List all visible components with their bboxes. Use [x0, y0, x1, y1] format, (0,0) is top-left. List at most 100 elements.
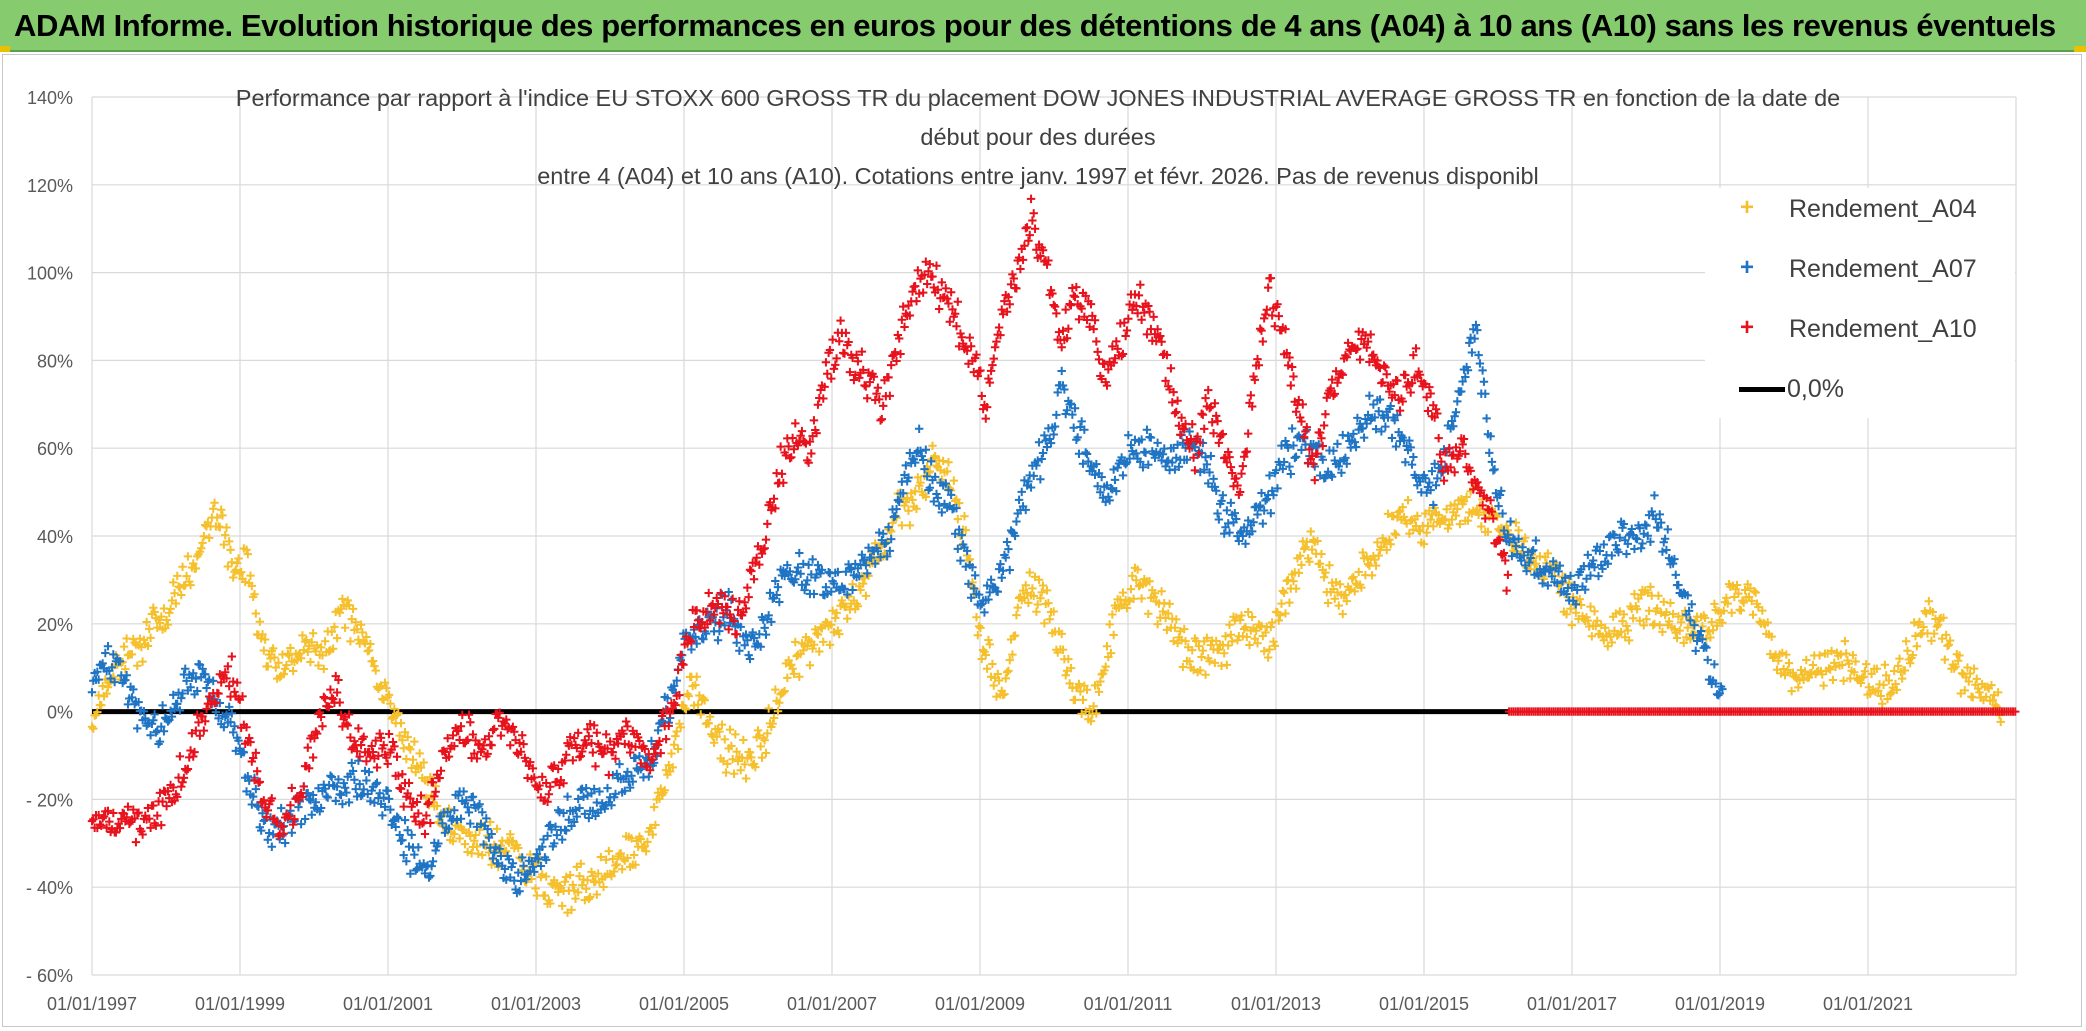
a07-point-228 [391, 822, 400, 832]
a04-point-695 [1013, 603, 1022, 612]
a10-point-705 [1026, 194, 1036, 204]
a04-point-1024 [1451, 511, 1461, 520]
a07-point-260 [434, 839, 443, 848]
a07-point-938 [1337, 468, 1346, 477]
a07-point-497 [749, 633, 759, 643]
a07-point-548 [817, 565, 827, 575]
a04-point-398 [617, 865, 627, 874]
a04-point-1306 [1827, 646, 1836, 656]
a10-point-950 [1353, 344, 1362, 353]
a04-point-7 [97, 701, 106, 710]
a10-point-143 [278, 822, 287, 832]
a04-point-561 [835, 629, 844, 639]
a07-point-921 [1314, 440, 1323, 449]
a07-point-943 [1343, 431, 1353, 441]
a04-point-407 [629, 850, 639, 860]
a10-point-504 [759, 545, 768, 554]
x-tick-label-1: 01/01/1999 [195, 994, 285, 1014]
a07-point-536 [801, 580, 811, 589]
a04-point-577 [856, 585, 865, 595]
a07-point-1069 [1511, 541, 1521, 551]
a04-point-1415 [1972, 674, 1981, 684]
a10-point-875 [1253, 354, 1262, 364]
a07-point-551 [821, 583, 831, 592]
a04-point-111 [235, 569, 245, 578]
a10-point-912 [1302, 422, 1311, 432]
a07-point-947 [1349, 429, 1358, 439]
y-tick-label-5: 40% [37, 527, 73, 547]
a04-point-516 [775, 698, 784, 708]
a10-point-557 [829, 364, 839, 374]
y-tick-label-3: 80% [37, 351, 73, 371]
a07-point-39 [139, 707, 149, 716]
a04-point-885 [1266, 622, 1276, 632]
a10-point-239 [406, 794, 415, 803]
a07-point-884 [1265, 471, 1274, 480]
a10-point-653 [957, 333, 966, 342]
a04-point-193 [344, 600, 354, 610]
a10-point-803 [1157, 337, 1166, 346]
a07-point-370 [580, 809, 590, 819]
a10-point-281 [462, 736, 471, 746]
a07-point-459 [699, 634, 708, 644]
a07-point-294 [479, 840, 488, 849]
a07-point-837 [1202, 460, 1212, 469]
a10-point-528 [791, 419, 800, 428]
a10-point-148 [284, 812, 294, 821]
a10-point-267 [443, 734, 452, 743]
a10-point-1027 [1455, 447, 1465, 456]
a04-point-230 [394, 708, 403, 718]
a04-point-1170 [1646, 582, 1655, 592]
a10-point-556 [828, 335, 837, 344]
a10-point-650 [953, 297, 962, 306]
a10-point-200 [354, 724, 363, 733]
a07-point-160 [300, 814, 310, 824]
a10-point-321 [515, 738, 524, 748]
a04-point-1343 [1876, 691, 1886, 701]
a07-point-157 [296, 819, 306, 829]
a04-point-1084 [1531, 559, 1541, 568]
a04-point-71 [182, 571, 191, 581]
a07-point-348 [551, 822, 560, 831]
a04-point-869 [1245, 640, 1254, 650]
a04-point-733 [1064, 654, 1073, 664]
a10-point-425 [653, 740, 663, 750]
a04-point-546 [815, 647, 824, 656]
a10-point-361 [568, 756, 578, 765]
y-tick-label-7: 0% [47, 703, 73, 723]
a07-point-510 [767, 617, 776, 627]
a07-point-835 [1200, 465, 1209, 474]
a10-point-431 [661, 734, 671, 744]
a10-point-378 [591, 762, 600, 771]
a10-point-123 [251, 748, 261, 758]
a10-point-404 [625, 748, 635, 757]
a07-point-291 [475, 800, 484, 809]
a07-point-432 [663, 694, 672, 703]
a07-point-54 [159, 727, 169, 736]
a04-point-241 [408, 755, 418, 764]
a04-point-490 [740, 760, 749, 769]
a04-point-1314 [1838, 660, 1847, 670]
a04-point-964 [1371, 561, 1381, 570]
a10-point-180 [327, 693, 336, 703]
a07-point-224 [386, 805, 395, 814]
a04-point-430 [660, 786, 669, 795]
a10-point-702 [1022, 223, 1032, 232]
a07-point-991 [1407, 460, 1417, 469]
a10-point-708 [1030, 224, 1040, 233]
a07-point-858 [1230, 508, 1240, 518]
a10-point-367 [576, 751, 586, 761]
a10-point-891 [1274, 311, 1284, 321]
a10-point-336 [535, 781, 544, 790]
a07-point-745 [1080, 425, 1089, 434]
a04-point-687 [1002, 668, 1012, 677]
a10-point-362 [569, 733, 579, 743]
a07-point-1079 [1525, 558, 1534, 567]
a04-point-836 [1201, 670, 1210, 679]
a04-point-862 [1235, 615, 1245, 625]
a04-point-1020 [1446, 501, 1455, 510]
a04-point-211 [368, 656, 378, 666]
a04-point-341 [542, 872, 551, 881]
a04-point-38 [138, 657, 147, 666]
a10-point-492 [743, 583, 752, 592]
